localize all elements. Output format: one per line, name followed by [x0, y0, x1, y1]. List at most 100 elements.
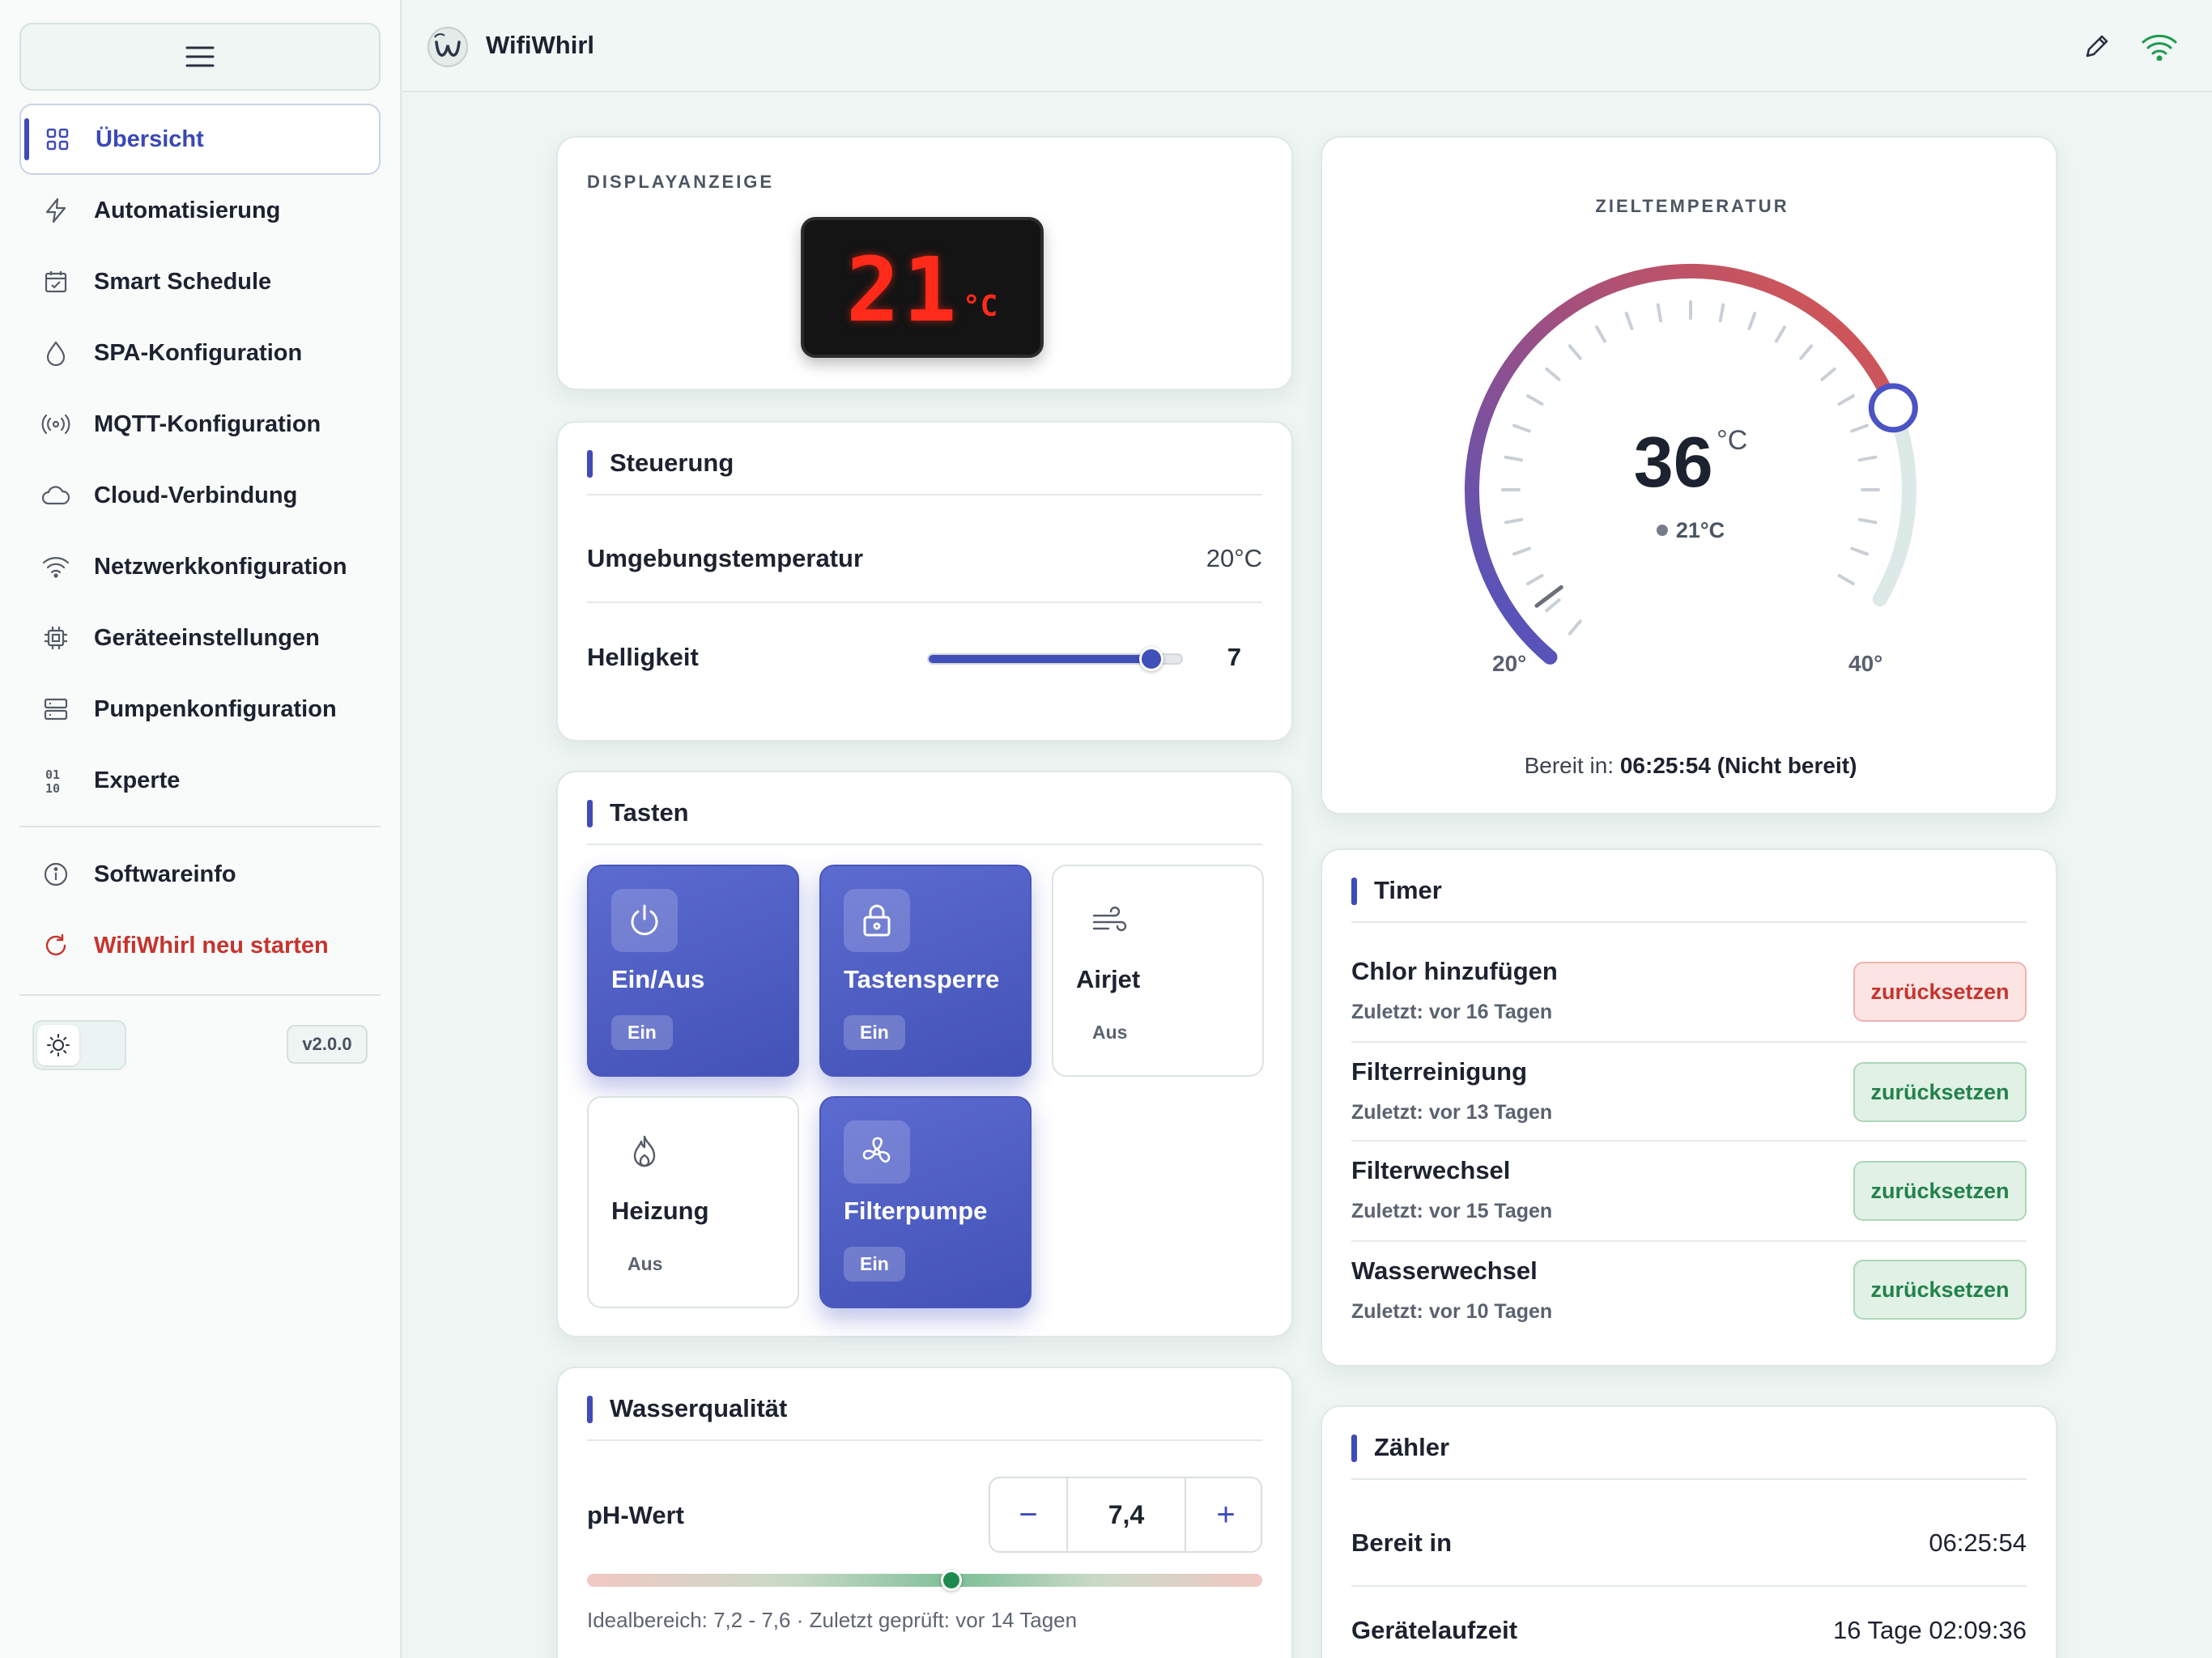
brightness-slider[interactable] [927, 653, 1183, 665]
sidebar-item-software-info[interactable]: Softwareinfo [19, 839, 381, 910]
brightness-label: Helligkeit [587, 643, 699, 671]
timer-last-reset: Zuletzt: vor 15 Tagen [1351, 1200, 1553, 1222]
grid-icon [42, 124, 73, 155]
sidebar-divider [19, 994, 381, 996]
pencil-icon [2086, 35, 2108, 57]
sidebar-item-overview[interactable]: Übersicht [19, 104, 381, 175]
sidebar-item-label: Pumpenkonfiguration [94, 695, 337, 722]
reset-chlorine-button[interactable]: zurücksetzen [1853, 962, 2027, 1022]
ph-decrement-button[interactable]: − [1019, 1496, 1038, 1533]
ready-in-status: Bereit in: 06:25:54 (Nicht bereit) [1322, 753, 2059, 779]
ph-value[interactable]: 7,4 [1066, 1478, 1186, 1551]
buttons-card-title: Tasten [587, 798, 689, 827]
wind-icon [1076, 889, 1142, 952]
timer-last-reset: Zuletzt: vor 16 Tagen [1351, 1001, 1553, 1023]
target-temperature-value: 36 [1633, 422, 1713, 502]
reset-filter-change-button[interactable]: zurücksetzen [1853, 1161, 2027, 1221]
current-temperature: 21°C [1322, 518, 2059, 543]
binary-icon: 01 10 [40, 765, 71, 796]
ph-increment-button[interactable]: + [1216, 1496, 1236, 1533]
gauge-tick [1718, 303, 1725, 323]
card-divider [587, 1439, 1262, 1441]
tile-state-badge: Aus [1092, 1022, 1128, 1043]
gauge-tick [1624, 311, 1634, 330]
display-card-title: DISPLAYANZEIGE [587, 172, 775, 192]
current-temperature-value: 21°C [1675, 518, 1725, 542]
card-divider [587, 602, 1262, 603]
timer-last-reset: Zuletzt: vor 10 Tagen [1351, 1300, 1553, 1323]
theme-toggle[interactable] [32, 1020, 126, 1070]
sidebar-item-device-settings[interactable]: Geräteeinstellungen [19, 602, 381, 674]
card-divider [1351, 921, 2027, 923]
buttons-card: Tasten Ein/Aus Ein Tastensperre Ein Airj… [556, 771, 1293, 1337]
tile-label: Ein/Aus [611, 965, 705, 993]
sidebar-item-smart-schedule[interactable]: Smart Schedule [19, 246, 381, 317]
card-divider [587, 844, 1262, 845]
card-divider [1351, 1478, 2027, 1480]
power-toggle-tile[interactable]: Ein/Aus Ein [587, 865, 799, 1077]
sidebar-item-network[interactable]: Netzwerkkonfiguration [19, 531, 381, 602]
counter-label: Bereit in [1351, 1528, 1453, 1557]
sidebar-item-cloud[interactable]: Cloud-Verbindung [19, 460, 381, 531]
control-card-title: Steuerung [587, 449, 734, 478]
version-badge: v2.0.0 [287, 1025, 368, 1064]
app-logo [427, 26, 469, 68]
lock-icon [844, 889, 910, 952]
heater-tile[interactable]: Heizung Aus [587, 1096, 799, 1308]
gauge-tick [1512, 423, 1531, 433]
water-quality-card-title: Wasserqualität [587, 1394, 787, 1423]
reset-filter-cleaning-button[interactable]: zurücksetzen [1853, 1062, 2027, 1122]
wifi-icon [2142, 34, 2177, 61]
gauge-tick [1504, 455, 1524, 462]
menu-toggle-button[interactable] [19, 23, 381, 91]
gauge-current-marker [1534, 585, 1563, 608]
target-temperature-card: ZIELTEMPERATUR 36 °C 21°C 20° 40° Bereit… [1321, 136, 2057, 814]
gauge-tick [1747, 311, 1757, 330]
counter-card: Zähler Bereit in 06:25:54 Gerätelaufzeit… [1321, 1405, 2057, 1658]
edit-button[interactable] [2078, 28, 2116, 65]
timer-last-reset: Zuletzt: vor 13 Tagen [1351, 1101, 1553, 1124]
sidebar-item-pump-config[interactable]: Pumpenkonfiguration [19, 674, 381, 745]
sidebar-item-spa-config[interactable]: SPA-Konfiguration [19, 317, 381, 389]
tile-state-badge: Ein [844, 1015, 905, 1050]
brightness-slider-thumb[interactable] [1138, 647, 1163, 671]
ready-in-value: 06:25:54 (Nicht bereit) [1619, 753, 1857, 778]
svg-text:10: 10 [45, 781, 60, 794]
ph-stepper: − 7,4 + [989, 1477, 1262, 1553]
airjet-tile[interactable]: Airjet Aus [1052, 865, 1264, 1077]
gauge-tick [1545, 598, 1561, 613]
sidebar-item-label: Softwareinfo [94, 861, 236, 887]
wifi-status-indicator[interactable] [2138, 26, 2180, 68]
button-lock-tile[interactable]: Tastensperre Ein [819, 865, 1032, 1077]
ph-range-marker [941, 1570, 963, 1591]
target-temperature-unit: °C [1716, 425, 1748, 456]
gauge-tick [1526, 394, 1544, 406]
power-icon [611, 889, 678, 952]
broadcast-icon [40, 409, 71, 440]
filter-pump-tile[interactable]: Filterpumpe Ein [819, 1096, 1032, 1308]
sidebar-item-restart[interactable]: WifiWhirl neu starten [19, 910, 381, 981]
water-quality-card: Wasserqualität pH-Wert − 7,4 + Idealbere… [556, 1367, 1293, 1658]
ambient-temperature-label: Umgebungstemperatur [587, 544, 864, 572]
sidebar-item-mqtt-config[interactable]: MQTT-Konfiguration [19, 389, 381, 460]
ph-range-bar [587, 1574, 1262, 1587]
sidebar-item-expert[interactable]: 01 10 Experte [19, 745, 381, 816]
tile-state-badge: Ein [844, 1247, 905, 1282]
sidebar-item-label: Geräteeinstellungen [94, 624, 320, 651]
target-temperature-readout: 36 °C [1322, 421, 2059, 504]
hamburger-icon [185, 46, 215, 67]
sidebar-item-label: Cloud-Verbindung [94, 482, 298, 508]
chip-icon [40, 623, 71, 653]
gauge-tick [1504, 517, 1524, 525]
sidebar-nav: Übersicht Automatisierung Smart Schedule… [19, 104, 381, 816]
cloud-icon [40, 480, 71, 511]
sidebar-item-automation[interactable]: Automatisierung [19, 175, 381, 246]
reset-water-change-button[interactable]: zurücksetzen [1853, 1260, 2027, 1320]
sidebar-item-label: SPA-Konfiguration [94, 339, 303, 366]
gauge-tick [1656, 303, 1663, 323]
svg-text:01: 01 [45, 767, 60, 782]
temperature-gauge[interactable] [1322, 138, 2059, 721]
target-temperature-title: ZIELTEMPERATUR [1595, 196, 1789, 216]
app-title: WifiWhirl [486, 31, 595, 59]
server-icon [40, 694, 71, 725]
